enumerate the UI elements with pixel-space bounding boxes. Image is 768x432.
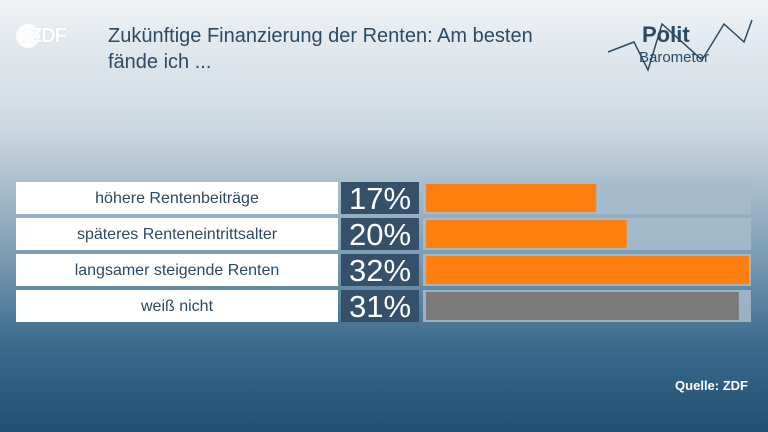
bar <box>426 220 627 248</box>
data-label: 17% <box>349 181 411 216</box>
zdf-logo: ZDF <box>16 24 78 50</box>
politbarometer-zigzag-icon <box>607 19 753 73</box>
category-label: späteres Renteneintrittsalter <box>77 226 278 243</box>
politbarometer-logo-top: Polit <box>642 22 690 47</box>
zdf-logo-text: ZDF <box>30 25 67 47</box>
bar <box>426 256 749 284</box>
value-label-box <box>341 254 419 286</box>
category-label: höhere Rentenbeiträge <box>95 190 259 207</box>
value-label-box <box>341 290 419 322</box>
zdf-logo-ring-icon <box>16 24 40 48</box>
data-label: 20% <box>349 217 411 252</box>
chart-title: Zukünftige Finanzierung der Renten: Am b… <box>108 25 533 73</box>
data-label: 31% <box>349 289 411 324</box>
politbarometer-logo-bottom: Barometer <box>639 49 710 66</box>
data-label: 32% <box>349 253 411 288</box>
category-label-box <box>16 182 338 214</box>
value-label-box <box>341 218 419 250</box>
category-label-box <box>16 218 338 250</box>
value-label-box <box>341 182 419 214</box>
category-label: langsamer steigende Renten <box>75 262 280 279</box>
bar <box>426 292 739 320</box>
politbarometer-logo: Polit Barometer <box>604 12 756 82</box>
source-note: Quelle: ZDF <box>675 378 748 393</box>
category-label: weiß nicht <box>140 298 214 315</box>
category-label-box <box>16 290 338 322</box>
bar <box>426 184 597 212</box>
category-label-box <box>16 254 338 286</box>
